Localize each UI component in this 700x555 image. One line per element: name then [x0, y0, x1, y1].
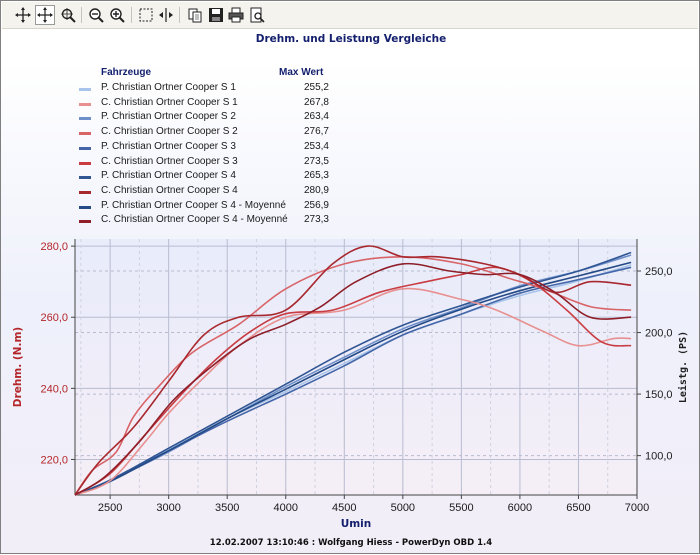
y-right-axis-label: Leistg. (PS) — [677, 331, 689, 403]
x-tick-label: 7000 — [625, 502, 649, 514]
legend-item-name: C. Christian Ortner Cooper S 2 — [101, 126, 238, 138]
y-left-tick-label: 280,0 — [40, 241, 68, 253]
legend-header-value: Max Wert — [279, 67, 324, 78]
x-tick-label: 4500 — [332, 502, 356, 514]
legend-item-name: C. Christian Ortner Cooper S 4 - Moyenné — [101, 214, 288, 226]
legend-item-value: 255,2 — [303, 82, 329, 93]
torque-series-line — [74, 266, 632, 496]
chart-title: Drehm. und Leistung Vergleiche — [255, 33, 447, 45]
legend-item-name: P. Christian Ortner Cooper S 2 — [101, 111, 236, 123]
y-left-tick-label: 220,0 — [40, 454, 68, 466]
x-axis-label: Umin — [341, 518, 372, 530]
torque-series-line — [74, 245, 632, 496]
x-tick-label: 2500 — [98, 502, 122, 514]
y-right-tick-label: 250,0 — [645, 266, 673, 278]
legend-swatch — [79, 205, 91, 209]
legend-swatch — [79, 88, 91, 91]
legend-swatch — [79, 220, 91, 224]
legend-item-value: 253,4 — [303, 140, 329, 152]
zoom-out-icon[interactable] — [87, 6, 105, 24]
power-series-line — [74, 261, 632, 496]
x-tick-label: 3000 — [156, 502, 180, 514]
legend-item-value: 280,9 — [303, 184, 329, 196]
legend-item-value: 265,3 — [303, 170, 329, 182]
print-preview-icon[interactable] — [248, 6, 266, 24]
legend-item-value: 276,7 — [303, 126, 329, 138]
legend-item-value: 273,3 — [303, 214, 329, 226]
legend-item-name: C. Christian Ortner Cooper S 4 — [101, 184, 238, 196]
legend-swatch — [79, 161, 91, 165]
power-series-line — [74, 251, 632, 496]
copy-icon[interactable] — [186, 6, 204, 24]
legend-item-value: 273,5 — [303, 155, 329, 167]
y-right-tick-label: 200,0 — [645, 328, 673, 340]
legend-header-name: Fahrzeuge — [101, 67, 152, 78]
legend-item-name: P. Christian Ortner Cooper S 4 - Moyenné — [101, 199, 286, 211]
torque-series-line — [74, 262, 632, 496]
print-icon[interactable] — [227, 6, 245, 24]
legend-swatch — [79, 102, 91, 106]
legend-item-name: P. Christian Ortner Cooper S 4 — [101, 170, 236, 182]
torque-series-line — [74, 255, 632, 496]
move-tool-icon[interactable] — [14, 6, 32, 24]
y-right-tick-label: 100,0 — [645, 451, 673, 463]
zoom-in-icon[interactable] — [108, 6, 126, 24]
y-left-tick-label: 260,0 — [40, 312, 68, 324]
cursor-split-icon[interactable] — [157, 6, 175, 24]
legend-item-name: C. Christian Ortner Cooper S 1 — [101, 96, 238, 108]
x-tick-label: 6500 — [566, 502, 590, 514]
legend-swatch — [79, 146, 91, 150]
y-left-axis-label: Drehm. (N.m) — [12, 327, 24, 407]
x-tick-label: 3500 — [215, 502, 239, 514]
y-right-tick-label: 150,0 — [645, 389, 673, 401]
torque-series-line — [74, 287, 632, 496]
x-tick-label: 5000 — [391, 502, 415, 514]
legend-swatch — [79, 190, 91, 194]
toolbar — [2, 2, 698, 29]
legend-item-name: C. Christian Ortner Cooper S 3 — [101, 155, 238, 167]
legend-swatch — [79, 132, 91, 136]
zoom-pan-icon[interactable] — [59, 6, 77, 24]
footer-info: 12.02.2007 13:10:46 : Wolfgang Hiess - P… — [209, 538, 493, 548]
legend-item-value: 256,9 — [303, 199, 329, 211]
zoom-area-icon[interactable] — [35, 5, 55, 25]
legend-item-name: P. Christian Ortner Cooper S 3 — [101, 140, 236, 152]
legend-item-value: 267,8 — [303, 96, 329, 108]
select-region-icon[interactable] — [137, 6, 155, 24]
legend-swatch — [79, 117, 91, 121]
legend-swatch — [79, 176, 91, 180]
save-icon[interactable] — [207, 6, 225, 24]
x-tick-label: 6000 — [508, 502, 532, 514]
y-left-tick-label: 240,0 — [40, 383, 68, 395]
x-tick-label: 4000 — [274, 502, 298, 514]
x-tick-label: 5500 — [449, 502, 473, 514]
legend-item-name: P. Christian Ortner Cooper S 1 — [101, 82, 236, 93]
legend-item-value: 263,4 — [303, 111, 329, 123]
